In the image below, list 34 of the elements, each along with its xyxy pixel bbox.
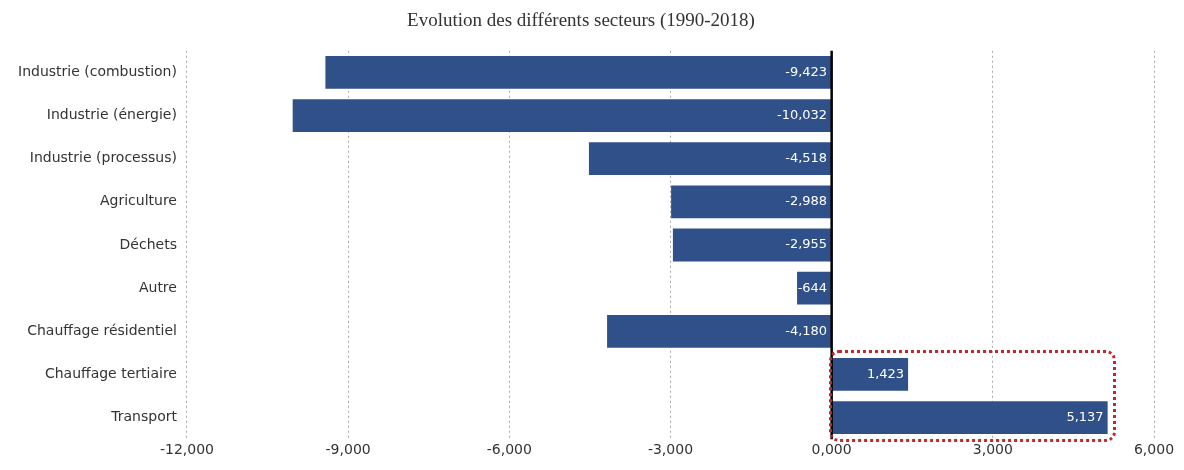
y-tick-label: Chauffage résidentiel <box>27 321 177 338</box>
y-tick-label: Chauffage tertiaire <box>44 365 177 382</box>
y-tick-label: Déchets <box>119 235 177 252</box>
data-label: -644 <box>797 279 828 295</box>
data-label: 5,137 <box>1066 409 1104 424</box>
y-tick-label: Industrie (combustion) <box>18 63 177 80</box>
bar <box>292 99 832 132</box>
bar <box>832 401 1108 435</box>
y-tick-label: Autre <box>138 278 177 295</box>
bar <box>588 142 832 176</box>
data-label: -2,988 <box>785 193 828 209</box>
x-tick-label: 3,000 <box>972 441 1013 458</box>
x-tick-label: 0,000 <box>811 441 852 458</box>
data-label: -9,423 <box>785 63 828 79</box>
bar <box>671 185 832 219</box>
bar <box>607 314 832 348</box>
data-label: -4,518 <box>785 150 828 166</box>
data-label: -4,180 <box>785 322 828 338</box>
x-tick-label: 6,000 <box>1133 441 1175 458</box>
chart-title: Evolution des différents secteurs (1990-2018) <box>407 9 755 32</box>
x-tick-label: -6,000 <box>486 441 532 458</box>
x-tick-label: -9,000 <box>325 441 371 458</box>
data-label: 1,423 <box>866 365 905 381</box>
y-tick-label: Industrie (énergie) <box>46 106 177 123</box>
y-tick-label: Agriculture <box>99 192 177 209</box>
x-tick-label: -12,000 <box>159 441 214 458</box>
bar <box>832 358 909 391</box>
y-tick-label: Transport <box>110 408 178 425</box>
bar <box>672 228 832 262</box>
bar <box>325 55 832 89</box>
x-tick-label: -3,000 <box>647 441 694 458</box>
data-label: -2,955 <box>785 236 828 252</box>
y-tick-label: Industrie (processus) <box>29 149 177 166</box>
data-label: -10,032 <box>776 106 828 122</box>
